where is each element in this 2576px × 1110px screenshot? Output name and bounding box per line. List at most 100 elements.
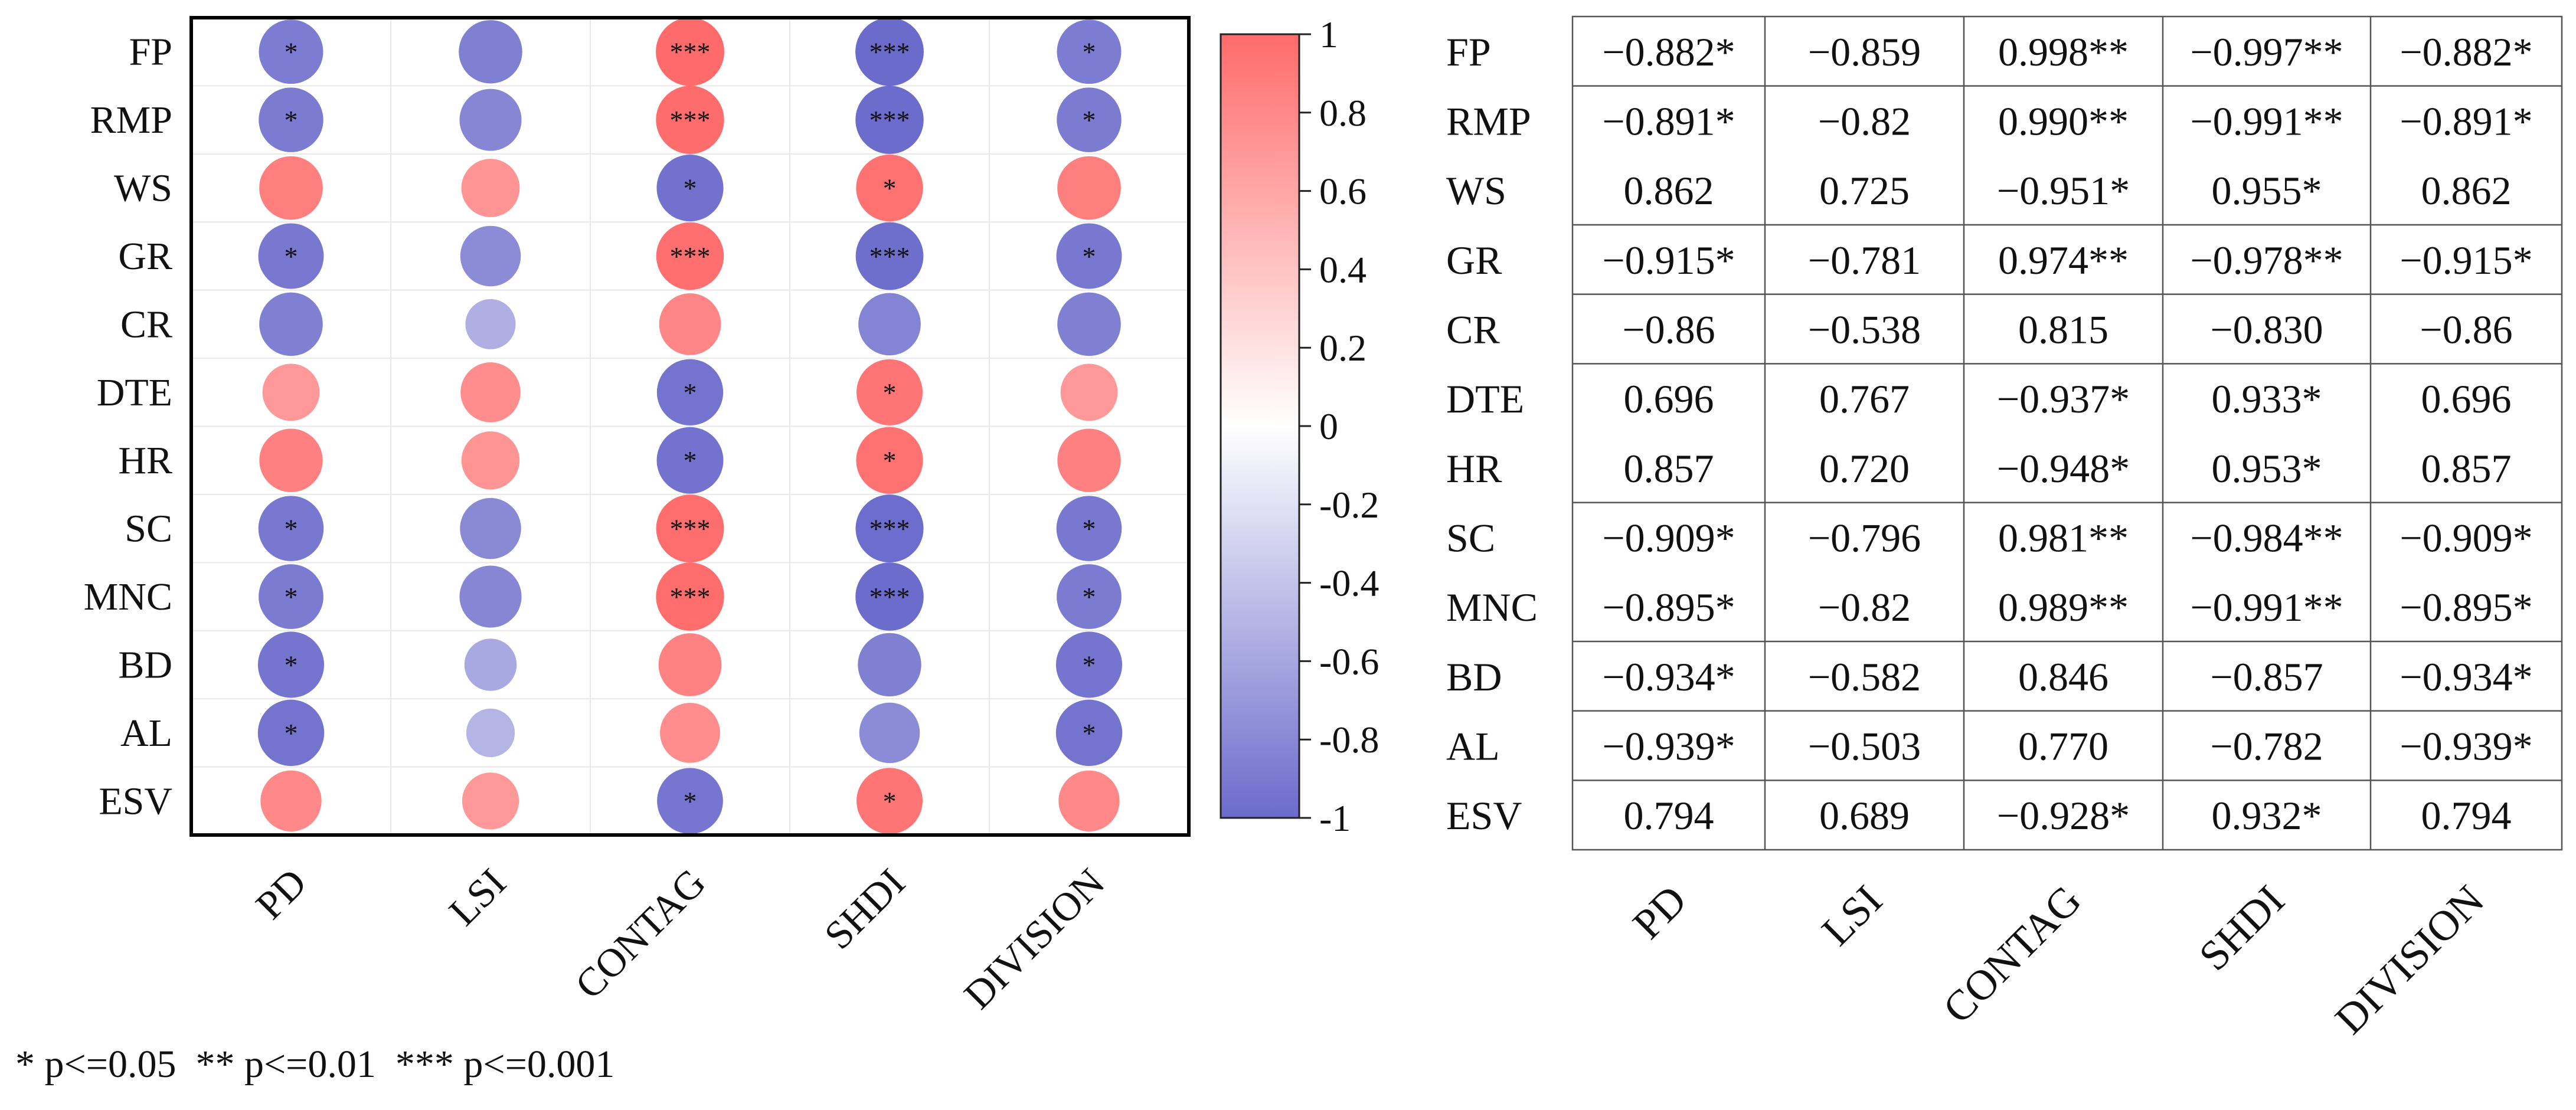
heatmap-dots [257, 17, 1123, 834]
table-cell: 0.990** [1998, 99, 2129, 144]
table-cell: −0.915* [2400, 238, 2532, 283]
significance-mark: * [1083, 105, 1096, 135]
heatmap-row-label: DTE [97, 371, 172, 414]
heatmap-dot [656, 562, 724, 631]
heatmap-row-label: RMP [90, 99, 172, 142]
significance-mark: *** [670, 241, 711, 271]
heatmap-dot [259, 87, 323, 152]
significance-mark: *** [869, 37, 910, 67]
heatmap-dot [1055, 699, 1123, 767]
table-cell: −0.503 [1808, 724, 1921, 769]
heatmap-dot [259, 19, 323, 84]
table-cell: −0.86 [2420, 307, 2512, 352]
heatmap-dot [1057, 428, 1121, 492]
heatmap-column-label: DIVISION [955, 860, 1113, 1017]
significance-mark: *** [869, 582, 910, 612]
table-cell: −0.538 [1808, 307, 1921, 352]
heatmap-dot [259, 292, 323, 356]
significance-mark: *** [670, 582, 711, 612]
heatmap-dot [259, 564, 323, 629]
heatmap-row-label: CR [120, 303, 172, 346]
significance-mark: * [285, 582, 298, 612]
colorbar-tick-label: -0.6 [1319, 640, 1379, 682]
table-cell: −0.86 [1622, 307, 1715, 352]
table-cell: −0.781 [1808, 238, 1921, 283]
heatmap-dot [856, 427, 923, 494]
significance-mark: * [1083, 241, 1096, 271]
correlation-table: −0.882* −0.859 0.998** −0.997** −0.882* −0.89… [1446, 15, 2563, 1043]
heatmap-dot [855, 86, 924, 154]
table-cell: 0.862 [2421, 168, 2512, 213]
colorbar-tick-label: -0.8 [1319, 719, 1379, 761]
colorbar-ticks: 1 0.8 0.6 0.4 0.2 0 -0.2 -0.4 -0.6 -0.8 -1 [1299, 14, 1379, 839]
heatmap-dot [659, 293, 721, 355]
heatmap-frame [189, 16, 1191, 837]
heatmap-dot [656, 495, 724, 563]
table-cell: 0.689 [1819, 793, 1910, 838]
heatmap-dot [461, 431, 520, 490]
table-column-label: CONTAG [1934, 876, 2090, 1033]
table-cell: 0.933* [2212, 376, 2322, 421]
significance-mark: * [285, 650, 298, 680]
table-cell: −0.882* [1602, 30, 1735, 74]
table-column-label: PD [1624, 876, 1696, 948]
significance-mark: * [883, 378, 897, 408]
table-column-label: DIVISION [2326, 876, 2493, 1043]
heatmap-column-label: PD [247, 860, 315, 928]
table-cell: 0.857 [2421, 446, 2512, 491]
table-cell: 0.955* [2212, 168, 2322, 213]
significance-mark: * [883, 786, 897, 816]
table-row-label: BD [1446, 654, 1502, 699]
heatmap-dot [660, 702, 720, 763]
heatmap-dot [656, 359, 724, 425]
table-cell: 0.989** [1998, 585, 2129, 630]
significance-mark: * [1083, 514, 1096, 544]
table-cell: 0.696 [2421, 376, 2512, 421]
heatmap-column-labels: PD LSI CONTAG SHDI DIVISION [247, 860, 1113, 1017]
table-cell: 0.862 [1624, 168, 1714, 213]
heatmap-dot [460, 497, 521, 559]
heatmap-dot [857, 768, 923, 834]
heatmap-dot [460, 225, 521, 287]
colorbar-tick-label: 0.2 [1319, 327, 1367, 369]
heatmap-dot [1056, 223, 1122, 289]
table-cell: −0.895* [2400, 585, 2532, 630]
table-cell: −0.782 [2210, 724, 2323, 769]
significance-mark: *** [869, 514, 910, 544]
table-column-label: LSI [1813, 876, 1891, 955]
significance-mark: * [285, 718, 298, 748]
heatmap-dot [1057, 87, 1122, 152]
heatmap-dot [257, 699, 325, 767]
table-cells: −0.882* −0.859 0.998** −0.997** −0.882* −0.89… [1602, 30, 2532, 838]
table-cell: −0.891* [2400, 99, 2532, 144]
significance-mark: *** [670, 514, 711, 544]
table-cell: −0.909* [1602, 516, 1735, 561]
significance-mark: * [684, 173, 697, 204]
significance-mark: * [684, 378, 697, 408]
heatmap-row-label: GR [118, 235, 172, 278]
heatmap-dot [459, 565, 522, 628]
table-row-label: ESV [1446, 793, 1522, 838]
table-cell: −0.796 [1808, 516, 1921, 561]
table-cell: −0.882* [2400, 30, 2532, 74]
significance-mark: * [285, 514, 298, 544]
table-cell: 0.696 [1624, 376, 1714, 421]
heatmap-dot [462, 772, 519, 830]
heatmap-dot [262, 364, 320, 421]
significance-mark: *** [869, 105, 910, 135]
heatmap-panel: * *** *** ** *** *** ** ** *** *** ** ** ** *** *** ** *… [84, 16, 1191, 1017]
heatmap-dot [859, 702, 920, 764]
table-cell: 0.770 [2018, 724, 2108, 769]
colorbar-gradient [1220, 33, 1300, 819]
significance-mark: *** [869, 241, 910, 271]
heatmap-dot [460, 362, 521, 423]
heatmap-dot [459, 89, 522, 151]
table-cell: 0.725 [1819, 168, 1910, 213]
heatmap-dot [257, 631, 325, 698]
table-cell: 0.794 [1624, 793, 1714, 838]
heatmap-dot [656, 86, 724, 154]
heatmap-row-label: WS [114, 167, 172, 210]
table-cell: 0.846 [2018, 654, 2108, 699]
table-cell: −0.82 [1818, 99, 1911, 144]
